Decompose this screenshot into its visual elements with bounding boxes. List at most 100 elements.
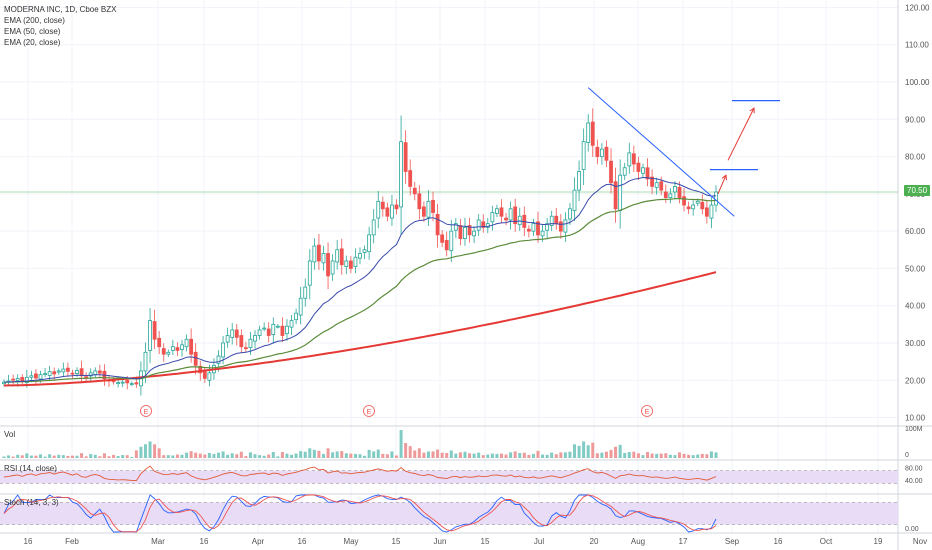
x-tick-label: Sep — [725, 537, 740, 546]
volume-bar — [513, 451, 517, 458]
candle-body — [65, 367, 70, 372]
earnings-marker-label: E — [645, 409, 650, 416]
volume-bar — [98, 456, 102, 458]
x-tick-label: Mar — [151, 537, 165, 546]
volume-bar — [559, 452, 563, 458]
candle-body — [714, 191, 718, 206]
candles — [2, 108, 718, 396]
candle-body — [166, 351, 171, 355]
candle-body — [599, 148, 604, 157]
candle-body — [216, 355, 221, 364]
candle-body — [330, 260, 335, 275]
volume-bar — [134, 450, 138, 458]
candle-body — [275, 325, 280, 328]
volume-bar — [618, 444, 622, 458]
candle-body — [618, 174, 623, 212]
candle-body — [143, 351, 148, 372]
volume-bar — [646, 452, 650, 458]
volume-bar — [632, 451, 636, 458]
x-tick-label: Apr — [252, 537, 265, 546]
candle-body — [148, 320, 152, 351]
volume-bar — [294, 453, 298, 458]
candle-body — [586, 122, 591, 143]
candle-body — [517, 215, 522, 226]
candle-body — [24, 376, 29, 383]
volume-bar — [577, 445, 581, 458]
candle-body — [558, 221, 563, 232]
ema200-label: EMA (200, close) — [4, 16, 65, 25]
volume-bar — [554, 454, 558, 458]
volume-bar — [472, 453, 476, 458]
candle-body — [394, 204, 399, 210]
candle-body — [376, 200, 381, 219]
candle-body — [344, 260, 349, 267]
y-tick-label: 80.00 — [905, 153, 926, 162]
candle-body — [79, 368, 84, 377]
volume-bar — [331, 452, 335, 458]
candle-body — [239, 335, 244, 348]
candle-body — [631, 153, 636, 165]
x-tick-label: May — [343, 537, 358, 546]
volume-bar — [39, 454, 43, 458]
candle-body — [417, 193, 422, 210]
volume-bar — [175, 454, 179, 458]
volume-bar — [504, 454, 508, 458]
candle-body — [175, 347, 180, 351]
candle-body — [262, 327, 267, 330]
candle-body — [458, 225, 463, 239]
volume-bar — [381, 453, 385, 458]
volume-bars — [2, 430, 718, 458]
x-tick-label: 16 — [774, 537, 783, 546]
candle-body — [198, 365, 203, 374]
candle-body — [161, 348, 166, 355]
volume-bar — [509, 452, 513, 458]
volume-bar — [349, 453, 353, 458]
volume-bar — [545, 454, 549, 458]
candle-body — [317, 244, 321, 262]
candle-body — [280, 325, 285, 336]
trendline — [587, 87, 735, 217]
volume-bar — [226, 454, 230, 458]
volume-bar — [321, 453, 325, 458]
candle-body — [472, 230, 477, 237]
volume-bar — [303, 451, 307, 458]
volume-bar — [107, 456, 111, 458]
volume-bar — [413, 450, 417, 458]
candle-body — [285, 325, 289, 335]
candle-body — [312, 245, 317, 263]
x-tick-label: 19 — [874, 537, 883, 546]
volume-bar — [84, 456, 88, 458]
candle-body — [335, 249, 340, 263]
volume-bar — [499, 453, 503, 458]
volume-bar — [130, 456, 134, 458]
volume-bar — [664, 453, 668, 458]
candle-body — [463, 227, 467, 239]
volume-bar — [376, 449, 380, 458]
candle-body — [609, 160, 613, 184]
candle-body — [61, 368, 66, 373]
stoch-band — [0, 502, 898, 525]
candle-body — [476, 219, 481, 231]
candle-body — [367, 234, 372, 253]
volume-bar — [162, 455, 166, 458]
x-tick-label: Nov — [913, 537, 927, 546]
volume-bar — [290, 454, 294, 458]
candle-body — [577, 171, 581, 191]
volume-bar — [573, 444, 577, 458]
volume-bar — [486, 454, 490, 458]
candle-body — [15, 377, 20, 381]
candle-body — [426, 200, 431, 218]
candle-body — [686, 206, 691, 210]
earnings-marker — [641, 405, 653, 417]
candle-body — [257, 329, 262, 336]
candle-body — [353, 256, 358, 267]
x-tick-label: Oct — [820, 537, 833, 546]
candle-body — [385, 207, 390, 217]
earnings-marker-label: E — [144, 409, 149, 416]
candle-body — [449, 230, 454, 252]
candle-body — [673, 186, 677, 193]
volume-bar — [340, 451, 344, 458]
candle-body — [303, 286, 308, 299]
candle-body — [348, 260, 353, 269]
